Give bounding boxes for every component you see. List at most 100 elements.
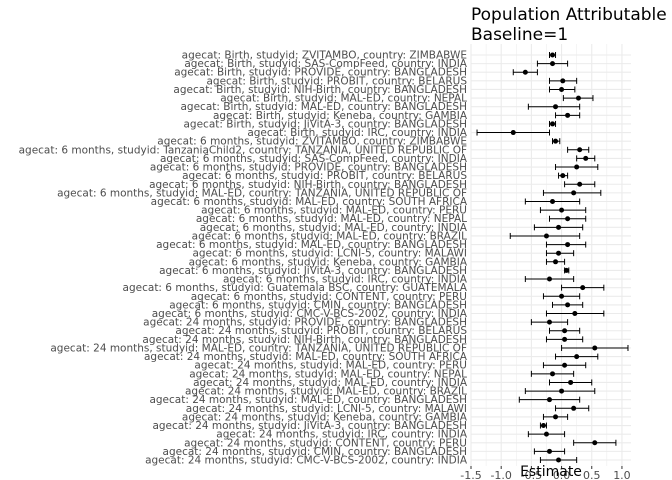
y-tick-label: agecat: 24 months, studyid: PROVIDE, cou… <box>143 317 467 329</box>
estimate-point <box>550 121 556 127</box>
x-tick-label: -1.0 <box>490 469 511 480</box>
estimate-point <box>577 181 583 187</box>
y-tick-label: agecat: 24 months, studyid: MAL-ED, coun… <box>50 342 467 354</box>
y-tick-label: agecat: 24 months, studyid: MAL-ED, coun… <box>185 386 467 398</box>
estimate-point <box>546 319 552 325</box>
y-tick-label: agecat: 24 months, studyid: MAL-ED, coun… <box>193 377 468 389</box>
estimate-point <box>522 69 528 75</box>
chart-title-line-1: Population Attributable <box>471 5 667 25</box>
y-tick-label: agecat: 6 months, studyid: LCNI-5, count… <box>192 248 467 260</box>
estimate-point <box>553 104 559 110</box>
y-tick-label: agecat: 6 months, studyid: ZVITAMBO, cou… <box>157 136 467 148</box>
estimate-point <box>553 259 559 265</box>
x-axis-label: Estimate <box>520 464 582 480</box>
estimate-point <box>571 405 577 411</box>
estimate-point <box>562 362 568 368</box>
estimate-point <box>577 147 583 153</box>
y-tick-label: agecat: 24 months, studyid: JiVitA-3, co… <box>152 420 467 432</box>
y-tick-label: agecat: 6 months, studyid: Keneba, count… <box>189 256 468 268</box>
estimate-point <box>568 379 574 385</box>
estimate-point <box>553 414 559 420</box>
estimate-point <box>565 242 571 248</box>
estimate-point <box>556 224 562 230</box>
estimate-point <box>546 276 552 282</box>
x-tick-label: 0.5 <box>583 469 601 480</box>
y-tick-label: agecat: Birth, studyid: JiVitA-3, countr… <box>183 118 467 130</box>
y-tick-label: agecat: 6 months, studyid: Guatemala BSC… <box>123 282 468 294</box>
estimate-point <box>550 52 556 58</box>
y-tick-label: agecat: 24 months, studyid: MAL-ED, coun… <box>189 368 467 380</box>
y-tick-label: agecat: 24 months, studyid: CMIN, countr… <box>163 446 467 458</box>
plot-panel <box>471 44 631 466</box>
y-tick-label: agecat: 24 months, studyid: MAL-ED, coun… <box>149 394 467 406</box>
y-tick-labels: agecat: Birth, studyid: ZVITAMBO, countr… <box>19 50 468 467</box>
estimate-point <box>553 138 559 144</box>
estimate-point <box>592 440 598 446</box>
estimate-point <box>560 173 566 179</box>
y-tick-label: agecat: 6 months, studyid: IRC, country:… <box>223 274 468 286</box>
chart-title-line-2: Baseline=1 <box>471 25 568 45</box>
estimate-point <box>580 285 586 291</box>
x-tick-label: -1.5 <box>460 469 481 480</box>
estimate-point <box>550 371 556 377</box>
y-tick-label: agecat: 24 months, studyid: Keneba, coun… <box>182 411 468 423</box>
y-tick-label: agecat: Birth, studyid: SAS-CompFeed, co… <box>184 58 467 70</box>
chart-title: Population Attributable Baseline=1 <box>471 5 667 45</box>
estimate-point <box>559 86 565 92</box>
estimate-point <box>571 190 577 196</box>
x-axis: -1.5 -1.0 -0.5 0.0 0.5 1.0 <box>460 466 631 480</box>
y-tick-label: agecat: 24 months, studyid: LCNI-5, coun… <box>186 403 467 415</box>
y-tick-label: agecat: 6 months, studyid: TanzaniaChild… <box>19 144 467 156</box>
y-tick-label: agecat: 24 months, studyid: NIH-Birth, c… <box>142 334 467 346</box>
estimate-point <box>565 302 571 308</box>
y-tick-label: agecat: Birth, studyid: PROBIT, country:… <box>206 75 467 87</box>
estimate-point <box>510 130 516 136</box>
estimate-point <box>559 388 565 394</box>
gridlines <box>470 44 631 466</box>
estimate-point <box>556 250 562 256</box>
x-tick-label: 1.0 <box>613 469 631 480</box>
y-tick-label: agecat: 6 months, studyid: CMIN, country… <box>169 299 467 311</box>
y-tick-label: agecat: 6 months, studyid: SAS-CompFeed,… <box>160 153 468 165</box>
estimate-point <box>583 155 589 161</box>
y-tick-label: agecat: Birth, studyid: PROVIDE, country… <box>174 67 467 79</box>
y-tick-label: agecat: Birth, studyid: Keneba, country:… <box>213 110 468 122</box>
y-tick-label: agecat: 6 months, studyid: CONTENT, coun… <box>191 291 467 303</box>
y-tick-label: agecat: 6 months, studyid: MAL-ED, count… <box>57 187 467 199</box>
y-tick-label: agecat: 6 months, studyid: NIH-Birth, co… <box>149 179 467 191</box>
y-tick-label: agecat: 6 months, studyid: MAL-ED, count… <box>156 239 467 251</box>
y-tick-label: agecat: 6 months, studyid: MAL-ED, count… <box>151 196 468 208</box>
estimate-point <box>592 345 598 351</box>
x-tick-label: 0.0 <box>553 469 571 480</box>
estimate-point <box>574 164 580 170</box>
y-tick-label: agecat: 6 months, studyid: MAL-ED, count… <box>201 205 467 217</box>
estimate-point <box>543 431 549 437</box>
y-tick-label: agecat: 6 months, studyid: CMC-V-BCS-200… <box>152 308 468 320</box>
estimate-point <box>546 448 552 454</box>
y-tick-label: agecat: Birth, studyid: MAL-ED, country:… <box>180 101 467 113</box>
estimate-point <box>575 95 581 101</box>
estimate-point <box>546 397 552 403</box>
estimate-point <box>562 336 568 342</box>
y-tick-label: agecat: Birth, studyid: MAL-ED, country:… <box>220 93 467 105</box>
y-tick-label: agecat: 6 months, studyid: PROVIDE, coun… <box>150 162 467 174</box>
estimate-point <box>550 198 556 204</box>
estimate-point <box>559 293 565 299</box>
estimate-point <box>560 78 566 84</box>
estimate-point <box>540 423 546 429</box>
estimate-point <box>565 112 571 118</box>
y-tick-label: agecat: 6 months, studyid: MAL-ED, count… <box>196 213 467 225</box>
y-tick-label: agecat: 24 months, studyid: IRC, country… <box>216 429 468 441</box>
y-tick-label: agecat: 6 months, studyid: MAL-ED, count… <box>200 222 468 234</box>
estimate-point <box>559 207 565 213</box>
y-tick-label: agecat: 24 months, studyid: CONTENT, cou… <box>184 437 467 449</box>
y-tick-label: agecat: 24 months, studyid: CMC-V-BCS-20… <box>145 455 468 467</box>
estimate-point <box>550 61 556 67</box>
estimate-point <box>574 354 580 360</box>
y-tick-label: agecat: Birth, studyid: ZVITAMBO, countr… <box>182 50 467 62</box>
estimate-point <box>563 267 569 273</box>
estimate-point <box>556 457 562 463</box>
estimate-point <box>565 216 571 222</box>
y-tick-label: agecat: 6 months, studyid: PROBIT, count… <box>182 170 467 182</box>
